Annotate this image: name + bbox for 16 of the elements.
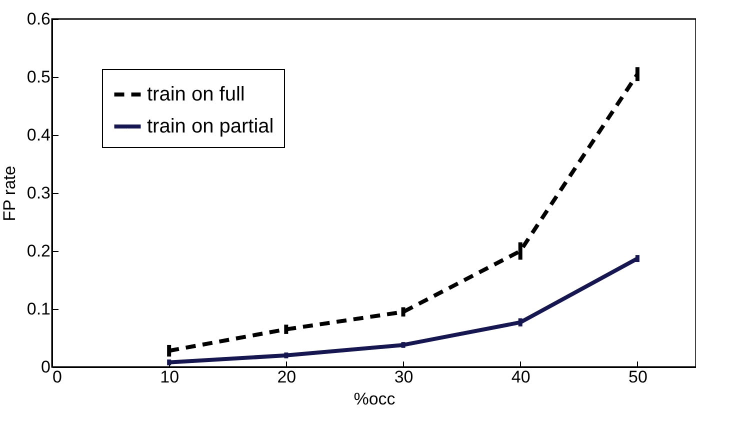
y-tick-label: 0.1	[26, 300, 50, 318]
y-axis-title: FP rate	[0, 166, 19, 222]
legend-label: train on full	[147, 84, 245, 106]
y-tick-label: 0.3	[26, 184, 50, 202]
x-tick-label: 10	[160, 368, 180, 386]
y-tick-label: 0.4	[26, 126, 50, 144]
x-axis-title: %occ	[354, 390, 396, 408]
x-tick-label: 30	[394, 368, 414, 386]
x-tick-label: 40	[511, 368, 530, 386]
x-tick-label: 20	[277, 368, 296, 386]
legend-label: train on partial	[147, 116, 274, 138]
x-tick-label: 50	[628, 368, 648, 386]
x-tick-label: 0	[52, 368, 62, 386]
y-tick-label: 0.5	[26, 68, 50, 86]
y-tick-label: 0.6	[26, 10, 50, 28]
y-tick-label: 0.2	[26, 242, 50, 260]
